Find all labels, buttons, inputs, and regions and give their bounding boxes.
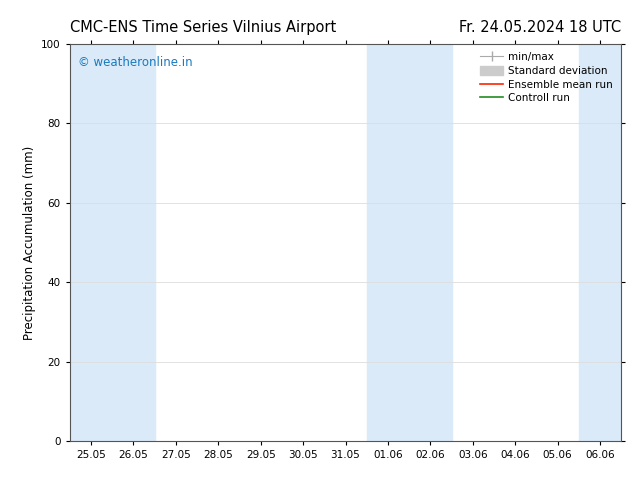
Bar xyxy=(579,44,621,441)
Y-axis label: Precipitation Accumulation (mm): Precipitation Accumulation (mm) xyxy=(23,146,36,340)
Text: CMC-ENS Time Series Vilnius Airport: CMC-ENS Time Series Vilnius Airport xyxy=(70,20,336,35)
Legend: min/max, Standard deviation, Ensemble mean run, Controll run: min/max, Standard deviation, Ensemble me… xyxy=(477,49,616,106)
Bar xyxy=(366,44,451,441)
Bar xyxy=(70,44,155,441)
Text: © weatheronline.in: © weatheronline.in xyxy=(78,56,193,69)
Text: Fr. 24.05.2024 18 UTC: Fr. 24.05.2024 18 UTC xyxy=(459,20,621,35)
